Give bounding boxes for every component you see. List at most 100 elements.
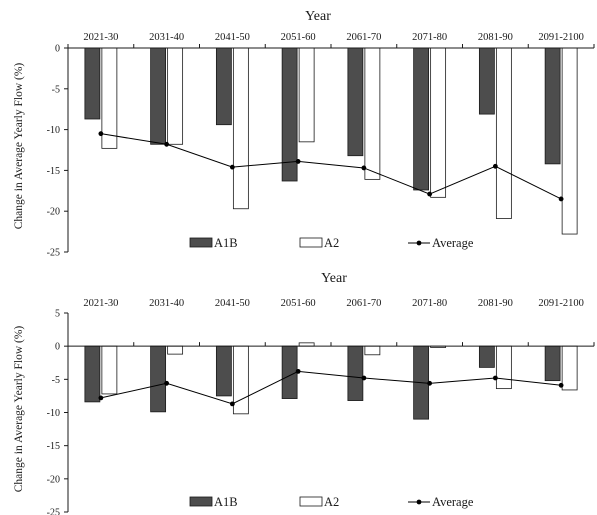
bottom-chart-legend-label-a1b: A1B <box>214 495 238 509</box>
bottom-chart-y-tick-label: -20 <box>47 474 60 485</box>
bottom-chart-legend-swatch-a2 <box>299 496 323 507</box>
top-chart-category-label: 2061-70 <box>346 32 381 43</box>
top-chart-legend: A1B A2 Average <box>189 236 474 250</box>
bottom-chart-category-label: 2031-40 <box>149 298 184 309</box>
top-chart: Year Change in Average Yearly Flow (%) 2… <box>13 9 595 259</box>
bottom-chart-y-tick-label: 0 <box>55 342 60 353</box>
top-chart-legend-swatch-a2 <box>299 237 323 248</box>
bottom-chart-bar-a2 <box>561 345 578 391</box>
top-chart-bar-a2 <box>495 47 512 219</box>
bottom-chart-bar-a1b <box>150 345 167 413</box>
bottom-chart-x-title: Year <box>321 271 347 286</box>
top-chart-average-point <box>164 141 170 147</box>
top-chart-y-tick-label: -10 <box>47 125 60 136</box>
bottom-chart-legend-marker-average <box>416 499 422 505</box>
top-chart-y-tick-label: -15 <box>47 166 60 177</box>
bottom-chart-bar-a1b <box>478 345 495 368</box>
top-chart-bar-a2 <box>101 47 118 149</box>
bottom-chart-average-point <box>492 375 498 381</box>
bottom-chart-y-tick-labels: 5 0 -5 -10 -15 -20 -25 <box>47 309 60 515</box>
top-chart-category-labels: 2021-30 2031-40 2041-50 2051-60 2061-70 2071-… <box>83 32 584 43</box>
top-chart-average-point <box>492 163 498 169</box>
top-chart-bar-a2 <box>298 47 315 143</box>
top-chart-legend-swatch-a1b <box>189 237 213 248</box>
top-chart-legend-label-a2: A2 <box>324 236 339 250</box>
top-chart-bar-a2 <box>430 47 447 198</box>
bottom-chart-bar-a1b <box>544 345 561 382</box>
top-chart-average-point <box>361 165 367 171</box>
top-chart-legend-marker-average <box>416 240 422 246</box>
top-chart-bar-a2 <box>232 47 249 210</box>
bottom-chart-legend: A1B A2 Average <box>189 495 474 509</box>
top-chart-bar-a1b <box>281 47 298 182</box>
top-chart-average-point <box>98 131 104 137</box>
top-chart-bar-a1b <box>478 47 495 115</box>
bottom-chart-average-point <box>558 382 564 388</box>
bottom-chart-bar-a1b <box>84 345 101 403</box>
top-chart-bar-a2 <box>561 47 578 235</box>
top-chart-bar-a1b <box>150 47 167 145</box>
top-chart-average-point <box>229 164 235 170</box>
bottom-chart-y-tick-label: -5 <box>52 375 60 386</box>
bottom-chart-plot-area <box>64 312 595 513</box>
top-chart-average-point <box>558 196 564 202</box>
bottom-chart-average-point <box>427 380 433 386</box>
top-chart-y-title: Change in Average Yearly Flow (%) <box>13 63 25 230</box>
bottom-chart-average-point <box>164 380 170 386</box>
top-chart-x-title: Year <box>305 9 331 24</box>
bottom-chart-category-label: 2061-70 <box>346 298 381 309</box>
top-chart-y-tick-label: -25 <box>47 248 60 259</box>
top-chart-category-label: 2081-90 <box>478 32 513 43</box>
top-chart-average-point <box>427 191 433 197</box>
top-chart-bar-a1b <box>347 47 364 157</box>
bottom-chart-legend-label-average: Average <box>432 495 474 509</box>
bottom-chart-y-tick-label: -25 <box>47 508 60 515</box>
bottom-chart-bar-a1b <box>215 345 232 397</box>
bottom-chart: Year Change in Average Yearly Flow (%) 2… <box>13 271 595 515</box>
bottom-chart-average-point <box>295 368 301 374</box>
bottom-chart-category-label: 2071-80 <box>412 298 447 309</box>
bottom-chart-legend-swatch-a1b <box>189 496 213 507</box>
top-chart-bar-a1b <box>413 47 430 191</box>
top-chart-category-label: 2041-50 <box>215 32 250 43</box>
top-chart-bar-a1b <box>215 47 232 126</box>
bottom-chart-category-label: 2081-90 <box>478 298 513 309</box>
bottom-chart-y-tick-label: -15 <box>47 441 60 452</box>
top-chart-category-label: 2021-30 <box>83 32 118 43</box>
bottom-chart-average-line <box>100 370 562 405</box>
top-chart-legend-label-a1b: A1B <box>214 236 238 250</box>
bottom-chart-bar-a2 <box>101 345 118 395</box>
bottom-chart-category-label: 2091-2100 <box>538 298 584 309</box>
top-chart-y-tick-label: 0 <box>55 44 60 55</box>
bottom-chart-bar-a2 <box>495 345 512 390</box>
top-chart-average-point <box>295 159 301 164</box>
top-chart-y-tick-labels: 0 -5 -10 -15 -20 -25 <box>47 44 60 259</box>
bottom-chart-bar-a1b <box>347 345 364 401</box>
bottom-chart-bar-a2 <box>232 345 249 415</box>
bottom-chart-category-label: 2051-60 <box>281 298 316 309</box>
bottom-chart-y-tick-label: -10 <box>47 408 60 419</box>
bottom-chart-y-tick-label: 5 <box>55 309 60 320</box>
top-chart-y-tick-label: -20 <box>47 207 60 218</box>
top-chart-bar-a2 <box>364 47 381 180</box>
top-chart-legend-label-average: Average <box>432 236 474 250</box>
top-chart-category-label: 2091-2100 <box>538 32 584 43</box>
bottom-chart-bar-a2 <box>364 345 381 356</box>
bottom-chart-average-point <box>98 395 104 401</box>
top-chart-category-label: 2051-60 <box>281 32 316 43</box>
top-chart-average-line <box>100 133 562 200</box>
bottom-chart-bar-a1b <box>281 345 298 399</box>
bottom-chart-average-point <box>361 375 367 381</box>
bottom-chart-y-title: Change in Average Yearly Flow (%) <box>13 326 25 493</box>
top-chart-bar-a1b <box>84 47 101 120</box>
bottom-chart-category-label: 2041-50 <box>215 298 250 309</box>
top-chart-bar-a1b <box>544 47 561 165</box>
bottom-chart-bar-a2 <box>167 345 184 355</box>
bottom-chart-category-labels: 2021-30 2031-40 2041-50 2051-60 2061-70 2071-… <box>83 298 584 309</box>
bottom-chart-category-label: 2021-30 <box>83 298 118 309</box>
bottom-chart-average-point <box>229 401 235 407</box>
bottom-chart-legend-label-a2: A2 <box>324 495 339 509</box>
top-chart-category-label: 2031-40 <box>149 32 184 43</box>
top-chart-category-label: 2071-80 <box>412 32 447 43</box>
